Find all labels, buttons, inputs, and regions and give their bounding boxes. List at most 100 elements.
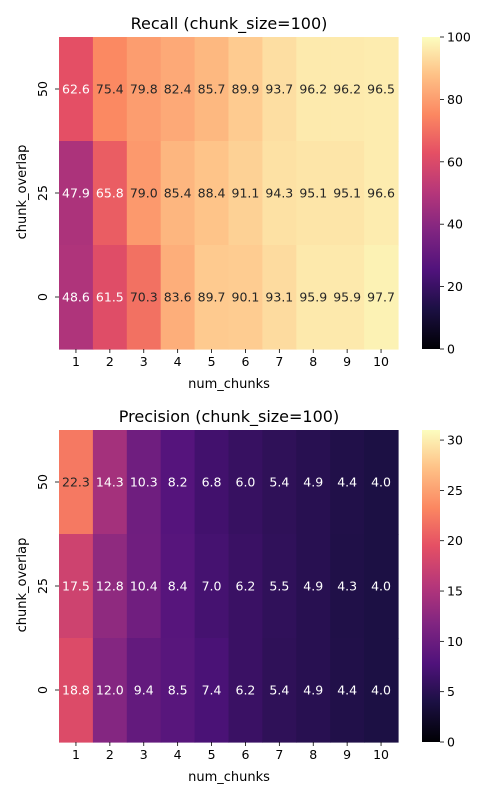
x-tick-label: 7: [275, 747, 283, 762]
colorbar-tick-label: 20: [447, 279, 463, 294]
precision-cell-labels: 22.3 14.3 10.3 8.2 6.8 6.0 5.4 4.9 4.4 4.0 17.5 12.…: [62, 475, 391, 698]
colorbar-tick-label: 25: [447, 483, 463, 498]
recall-ylabel: chunk_overlap: [15, 145, 30, 240]
y-tick-label: 50: [35, 81, 50, 97]
colorbar-tick-label: 30: [447, 433, 463, 448]
cell-value-label: 7.4: [202, 683, 222, 698]
cell-value-label: 70.3: [130, 290, 158, 305]
precision-heatmap: Precision (chunk_size=100) 22.3 14.3 10.3 8…: [15, 407, 463, 785]
cell-value-label: 88.4: [198, 186, 226, 201]
heatmap-cell: [330, 245, 365, 350]
cell-value-label: 14.3: [96, 475, 124, 490]
heatmap-cell: [330, 37, 365, 142]
heatmap-cell: [126, 37, 162, 142]
cell-value-label: 8.5: [168, 683, 188, 698]
cell-value-label: 7.0: [202, 579, 222, 594]
cell-value-label: 96.6: [367, 186, 395, 201]
x-tick-label: 5: [208, 747, 216, 762]
cell-value-label: 90.1: [232, 290, 260, 305]
recall-y-ticks: 50 25 0: [35, 81, 59, 301]
x-tick-label: 6: [241, 354, 249, 369]
heatmap-cell: [296, 534, 331, 639]
heatmap-cell: [364, 430, 399, 535]
heatmap-cell: [364, 638, 399, 743]
heatmap-cell: [330, 430, 365, 535]
cell-value-label: 91.1: [232, 186, 260, 201]
heatmap-cell: [330, 638, 365, 743]
cell-value-label: 10.4: [130, 579, 158, 594]
cell-value-label: 96.2: [299, 82, 327, 97]
x-tick-label: 10: [373, 747, 389, 762]
cell-value-label: 4.0: [371, 579, 391, 594]
heatmap-cell: [160, 638, 196, 743]
heatmap-cell: [92, 638, 128, 743]
x-tick-label: 3: [140, 747, 148, 762]
heatmap-cell: [330, 141, 365, 246]
cell-value-label: 12.8: [96, 579, 124, 594]
heatmap-cell: [262, 245, 297, 350]
cell-value-label: 83.6: [164, 290, 192, 305]
heatmap-cell: [364, 141, 399, 246]
cell-value-label: 6.2: [236, 683, 256, 698]
heatmap-cell: [296, 638, 331, 743]
cell-value-label: 48.6: [62, 290, 90, 305]
heatmap-cell: [59, 430, 94, 535]
cell-value-label: 6.2: [236, 579, 256, 594]
heatmap-cell: [296, 245, 331, 350]
x-tick-label: 10: [373, 354, 389, 369]
heatmap-cell: [194, 141, 230, 246]
heatmap-cell: [126, 141, 162, 246]
x-tick-label: 6: [241, 747, 249, 762]
cell-value-label: 5.5: [269, 579, 289, 594]
heatmap-cell: [262, 37, 297, 142]
cell-value-label: 93.7: [265, 82, 293, 97]
cell-value-label: 95.9: [333, 290, 361, 305]
heatmap-cell: [262, 534, 297, 639]
heatmap-cell: [92, 37, 128, 142]
recall-colorbar-ticks: 0 20 40 60 80 100: [440, 30, 471, 357]
cell-value-label: 61.5: [96, 290, 124, 305]
cell-value-label: 94.3: [265, 186, 293, 201]
cell-value-label: 82.4: [164, 82, 192, 97]
cell-value-label: 4.3: [337, 579, 357, 594]
y-tick-label: 0: [35, 686, 50, 694]
x-tick-label: 4: [174, 354, 182, 369]
heatmap-cell: [364, 534, 399, 639]
colorbar-tick-label: 0: [447, 342, 455, 357]
heatmap-cell: [160, 245, 196, 350]
heatmap-cell: [194, 534, 230, 639]
cell-value-label: 85.4: [164, 186, 192, 201]
heatmap-cell: [59, 638, 94, 743]
y-tick-label: 25: [35, 185, 50, 201]
heatmap-cell: [262, 430, 297, 535]
recall-xlabel: num_chunks: [188, 377, 270, 392]
cell-value-label: 47.9: [62, 186, 90, 201]
heatmap-cell: [160, 534, 196, 639]
precision-title: Precision (chunk_size=100): [119, 407, 339, 427]
cell-value-label: 95.1: [333, 186, 361, 201]
recall-x-ticks: 1 2 3 4 5 6 7 8 9 10: [72, 349, 389, 369]
cell-value-label: 89.7: [198, 290, 226, 305]
cell-value-label: 62.6: [62, 82, 90, 97]
heatmap-cell: [59, 141, 94, 246]
recall-colorbar: [422, 37, 440, 349]
colorbar-tick-label: 60: [447, 154, 463, 169]
x-tick-label: 1: [72, 354, 80, 369]
heatmap-cell: [296, 430, 331, 535]
x-tick-label: 3: [140, 354, 148, 369]
heatmap-cell: [92, 534, 128, 639]
y-tick-label: 0: [35, 293, 50, 301]
x-tick-label: 2: [106, 747, 114, 762]
heatmap-cell: [92, 430, 128, 535]
precision-y-ticks: 50 25 0: [35, 474, 59, 694]
heatmap-cell: [194, 245, 230, 350]
cell-value-label: 93.1: [265, 290, 293, 305]
cell-value-label: 8.4: [168, 579, 188, 594]
heatmap-cell: [59, 534, 94, 639]
colorbar-tick-label: 5: [447, 684, 455, 699]
cell-value-label: 65.8: [96, 186, 124, 201]
colorbar-tick-label: 0: [447, 735, 455, 750]
x-tick-label: 2: [106, 354, 114, 369]
cell-value-label: 4.9: [303, 579, 323, 594]
